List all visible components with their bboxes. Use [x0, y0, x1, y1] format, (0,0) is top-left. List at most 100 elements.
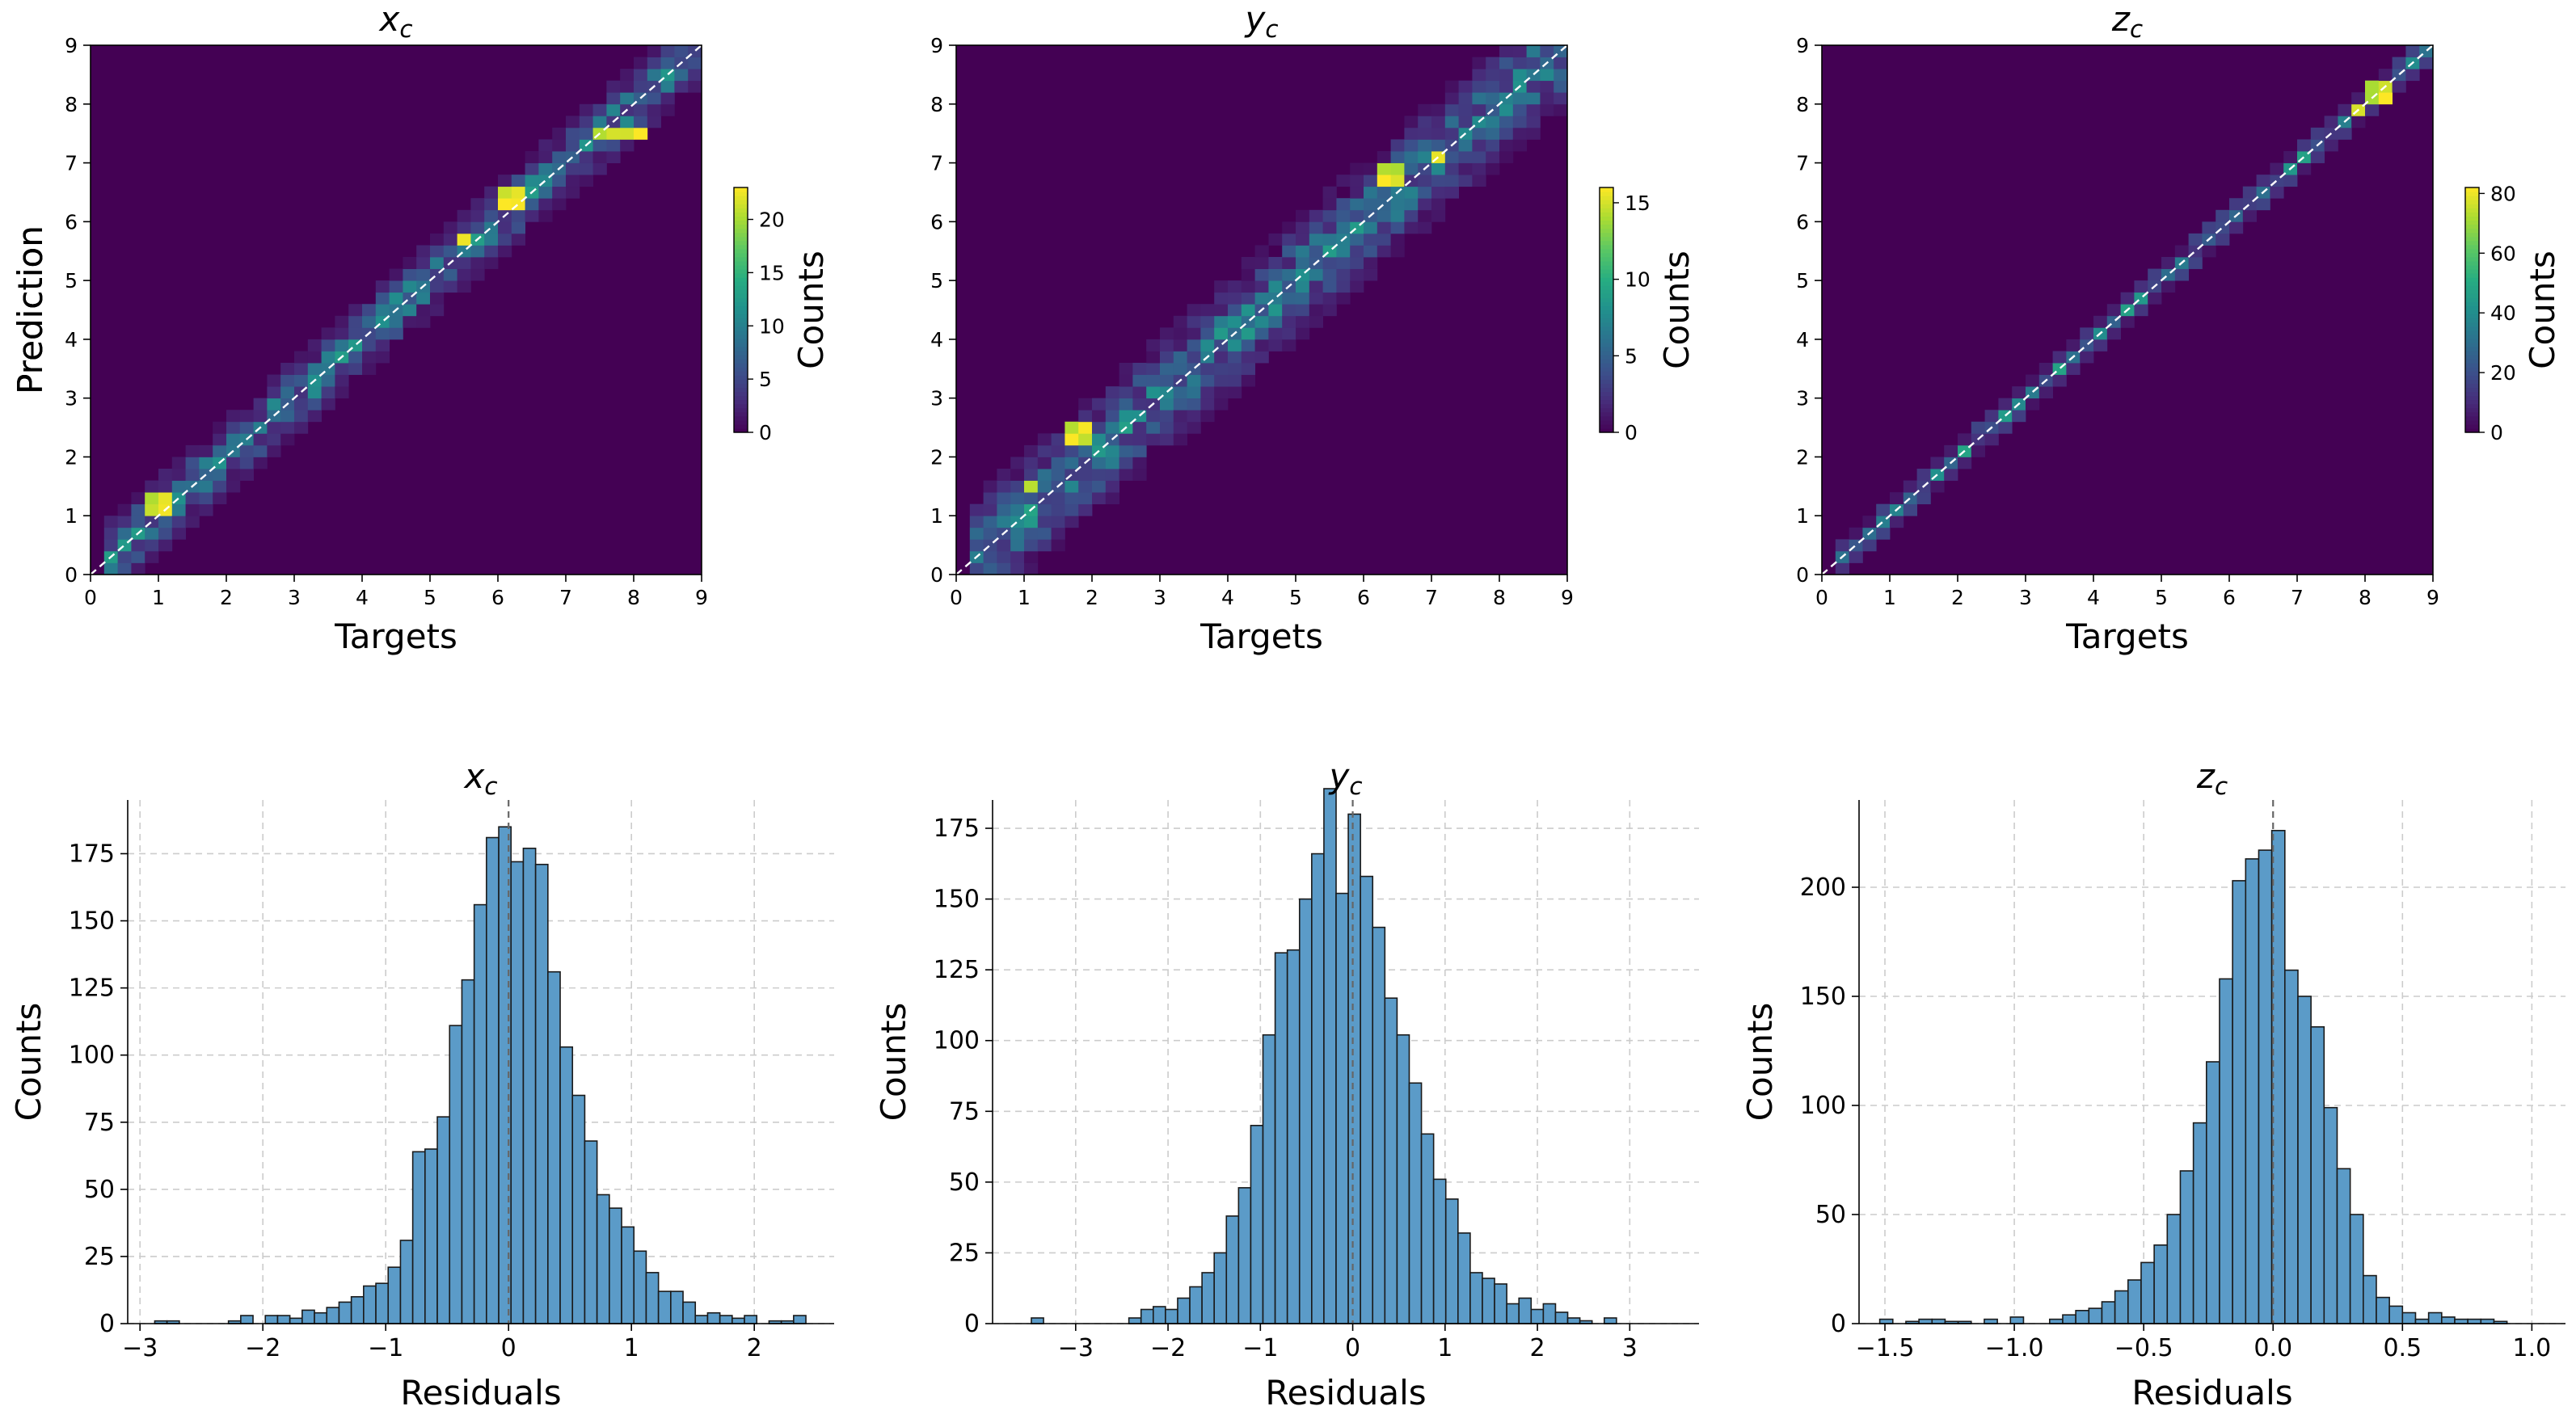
heatmap-cell — [983, 492, 997, 505]
heatmap-cell — [1051, 444, 1065, 457]
histogram-bar — [1140, 1308, 1154, 1324]
heatmap-cell — [1187, 374, 1201, 387]
colorbar-segment — [2465, 297, 2479, 302]
heatmap-cell — [1916, 469, 1931, 481]
heatmap-cell — [1377, 209, 1391, 222]
x-tick-label: 8 — [627, 586, 640, 609]
heatmap-cell — [2365, 103, 2380, 116]
heatmap-cell — [213, 492, 227, 505]
heatmap-cell — [606, 92, 621, 105]
x-tick-label: 1 — [1018, 586, 1031, 609]
heatmap-cell — [1010, 527, 1025, 540]
colorbar-segment — [2465, 200, 2479, 204]
heatmap-cell — [1010, 562, 1025, 575]
histogram-bar — [1360, 875, 1374, 1324]
heatmap-cell — [2093, 315, 2108, 328]
heatmap-cell — [983, 516, 997, 528]
colorbar-segment — [2465, 289, 2479, 294]
heatmap-cell — [1377, 233, 1391, 246]
heatmap-cell — [1132, 433, 1147, 446]
heatmap-cell — [1404, 221, 1419, 234]
heatmap-cell — [1350, 233, 1364, 246]
heatmap-cell — [1458, 139, 1473, 152]
heatmap-cell — [430, 257, 445, 269]
y-tick-label: 2 — [1796, 445, 1809, 469]
reference-line — [955, 44, 1568, 575]
heatmap-cell — [1187, 398, 1201, 410]
histogram-bar — [1408, 1082, 1423, 1324]
heatmap-cell — [1458, 175, 1473, 187]
histogram-bar — [534, 863, 549, 1324]
heatmap-cell — [1078, 469, 1093, 481]
histogram-bar — [522, 848, 537, 1324]
histogram-bar — [461, 979, 475, 1324]
histogram-bar — [2127, 1279, 2142, 1324]
heatmap-cell — [348, 315, 363, 328]
heatmap-cell — [1431, 162, 1446, 175]
histogram-bar — [510, 861, 525, 1324]
heatmap-cell — [1037, 444, 1052, 457]
colorbar-segment — [734, 260, 748, 266]
colorbar-segment — [734, 232, 748, 238]
heatmap-cell — [1296, 245, 1310, 258]
x-tick-label: −1 — [1242, 1334, 1278, 1362]
heatmap-cell — [1214, 386, 1229, 399]
heatmap-cell — [2120, 315, 2135, 328]
x-tick-label: −2 — [1150, 1334, 1186, 1362]
heatmap-cell — [430, 245, 445, 258]
heatmap-cell — [267, 421, 281, 434]
colorbar-segment — [1600, 256, 1613, 262]
heatmap-cell — [1119, 374, 1133, 387]
heatmap-cell — [969, 562, 984, 575]
heatmap-cell — [498, 233, 512, 246]
x-tick-label: 0 — [84, 586, 97, 609]
heatmap-cell — [1350, 209, 1364, 222]
heatmap-cell — [226, 433, 241, 446]
heatmap-cell — [1065, 480, 1079, 493]
heatmap-cell — [1984, 433, 1999, 446]
heatmap-cell — [348, 351, 363, 364]
heatmap-cell — [1944, 469, 1958, 481]
heatmap-cell — [253, 457, 268, 469]
heatmap-cell — [307, 363, 322, 375]
histogram-bar — [1031, 1317, 1044, 1324]
heatmap-cell — [2052, 351, 2067, 364]
histogram-bar — [1530, 1308, 1545, 1324]
histogram-bar — [399, 1240, 414, 1324]
heatmap-cell — [538, 162, 553, 175]
heatmap-cell — [2297, 162, 2312, 175]
heatmap-cell — [1254, 245, 1269, 258]
heatmap-cell — [1092, 421, 1107, 434]
heatmap-cell — [1187, 410, 1201, 423]
heatmap-cell — [1512, 103, 1527, 116]
histogram-bar — [338, 1301, 352, 1324]
heatmap-cell — [1037, 539, 1052, 552]
heatmap-cell — [280, 421, 295, 434]
heatmap-cell — [1228, 304, 1242, 317]
heatmap-cell — [1051, 527, 1065, 540]
x-tick-label: 0 — [950, 586, 963, 609]
heatmap-cell — [280, 433, 295, 446]
heatmap-cell — [1187, 421, 1201, 434]
heatmap-cell — [484, 257, 499, 269]
histogram-bar — [633, 1250, 647, 1324]
colorbar-segment — [2465, 407, 2479, 413]
heatmap-cell — [1930, 480, 1945, 493]
heatmap-cell — [348, 363, 363, 375]
heatmap-cell — [1486, 116, 1500, 128]
heatmap-cell — [498, 186, 512, 199]
heatmap-cell — [1849, 527, 1863, 540]
heatmap-cell — [2392, 57, 2406, 69]
y-tick-label: 50 — [949, 1168, 980, 1197]
heatmap-cell — [403, 268, 417, 281]
heatmap-cell — [1903, 480, 1917, 493]
heatmap-cell — [321, 386, 335, 399]
y-tick-label: 5 — [65, 269, 78, 293]
heatmap-cell — [2351, 116, 2366, 128]
histogram-bar — [1237, 1187, 1252, 1324]
x-tick-label: −1.0 — [1985, 1334, 2044, 1362]
heatmap-cell — [2378, 92, 2393, 105]
heatmap-cell — [348, 327, 363, 340]
colorbar-segment — [734, 367, 748, 372]
histogram-bar — [584, 1140, 598, 1324]
